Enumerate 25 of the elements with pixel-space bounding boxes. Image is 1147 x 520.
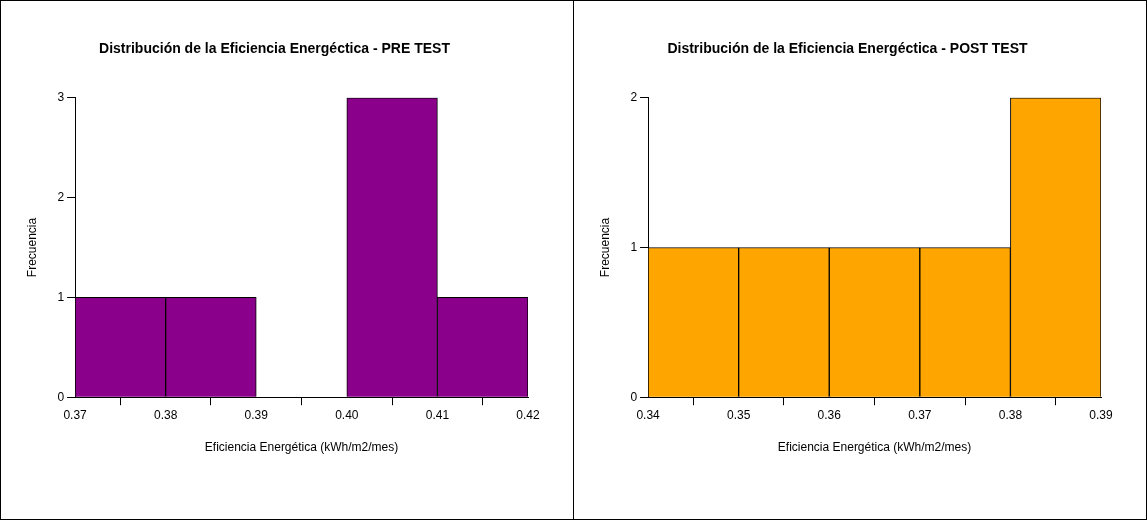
y-tick-label: 1 [630,239,638,254]
x-tick-label: 0.37 [908,407,932,422]
y-tick-label: 3 [57,90,65,105]
x-tick-label: 0.42 [516,407,540,422]
x-tick-label: 0.38 [153,407,178,422]
x-tick-label: 0.39 [244,407,269,422]
chart-title: Distribución de la Eficiencia Energéctica - POST TEST [667,40,1029,57]
x-axis-title: Eficiencia Energética (kWh/m2/mes) [777,440,972,455]
x-tick-label: 0.34 [636,407,661,422]
y-tick-label: 0 [630,389,638,404]
chart-title: Distribución de la Eficiencia Energéctica - PRE TEST [99,40,451,57]
y-tick-label: 1 [57,289,65,304]
y-tick-label: 2 [57,189,65,204]
x-tick-label: 0.40 [335,407,359,422]
x-tick-label: 0.38 [998,407,1023,422]
y-axis-title: Frecuencia [24,217,39,278]
x-axis-title: Eficiencia Energética (kWh/m2/mes) [204,440,399,455]
x-tick-label: 0.35 [726,407,751,422]
x-tick-label: 0.37 [63,407,88,422]
x-tick-label: 0.36 [817,407,842,422]
x-tick-label: 0.41 [425,407,450,422]
y-axis-title: Frecuencia [597,217,612,278]
y-tick-label: 2 [630,90,638,105]
x-tick-label: 0.39 [1089,407,1113,422]
y-tick-label: 0 [57,389,65,404]
